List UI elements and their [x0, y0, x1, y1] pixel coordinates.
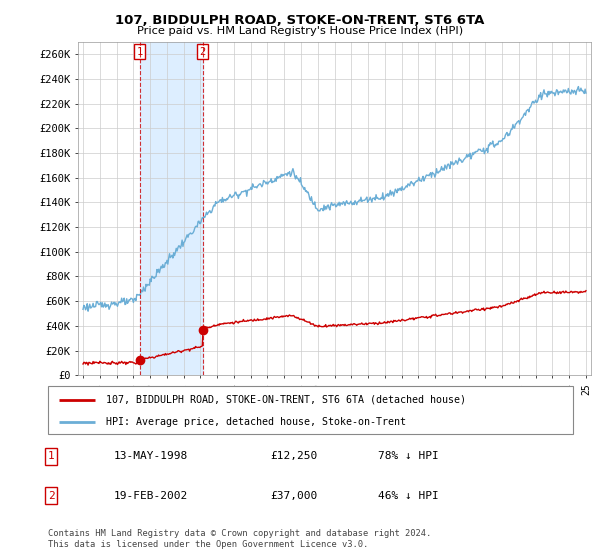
- Text: 2: 2: [47, 491, 55, 501]
- Text: 13-MAY-1998: 13-MAY-1998: [114, 451, 188, 461]
- Text: 1: 1: [47, 451, 55, 461]
- Text: HPI: Average price, detached house, Stoke-on-Trent: HPI: Average price, detached house, Stok…: [106, 417, 406, 427]
- Bar: [140, 42, 203, 375]
- Text: 1: 1: [136, 47, 143, 57]
- Text: £12,250: £12,250: [270, 451, 317, 461]
- Text: Contains HM Land Registry data © Crown copyright and database right 2024.
This d: Contains HM Land Registry data © Crown c…: [48, 529, 431, 549]
- Text: 2: 2: [199, 47, 206, 57]
- Text: 78% ↓ HPI: 78% ↓ HPI: [378, 451, 439, 461]
- Text: 46% ↓ HPI: 46% ↓ HPI: [378, 491, 439, 501]
- Text: 107, BIDDULPH ROAD, STOKE-ON-TRENT, ST6 6TA: 107, BIDDULPH ROAD, STOKE-ON-TRENT, ST6 …: [115, 14, 485, 27]
- Text: Price paid vs. HM Land Registry's House Price Index (HPI): Price paid vs. HM Land Registry's House …: [137, 26, 463, 36]
- Text: 19-FEB-2002: 19-FEB-2002: [114, 491, 188, 501]
- Text: £37,000: £37,000: [270, 491, 317, 501]
- Text: 107, BIDDULPH ROAD, STOKE-ON-TRENT, ST6 6TA (detached house): 107, BIDDULPH ROAD, STOKE-ON-TRENT, ST6 …: [106, 395, 466, 405]
- FancyBboxPatch shape: [48, 386, 573, 434]
